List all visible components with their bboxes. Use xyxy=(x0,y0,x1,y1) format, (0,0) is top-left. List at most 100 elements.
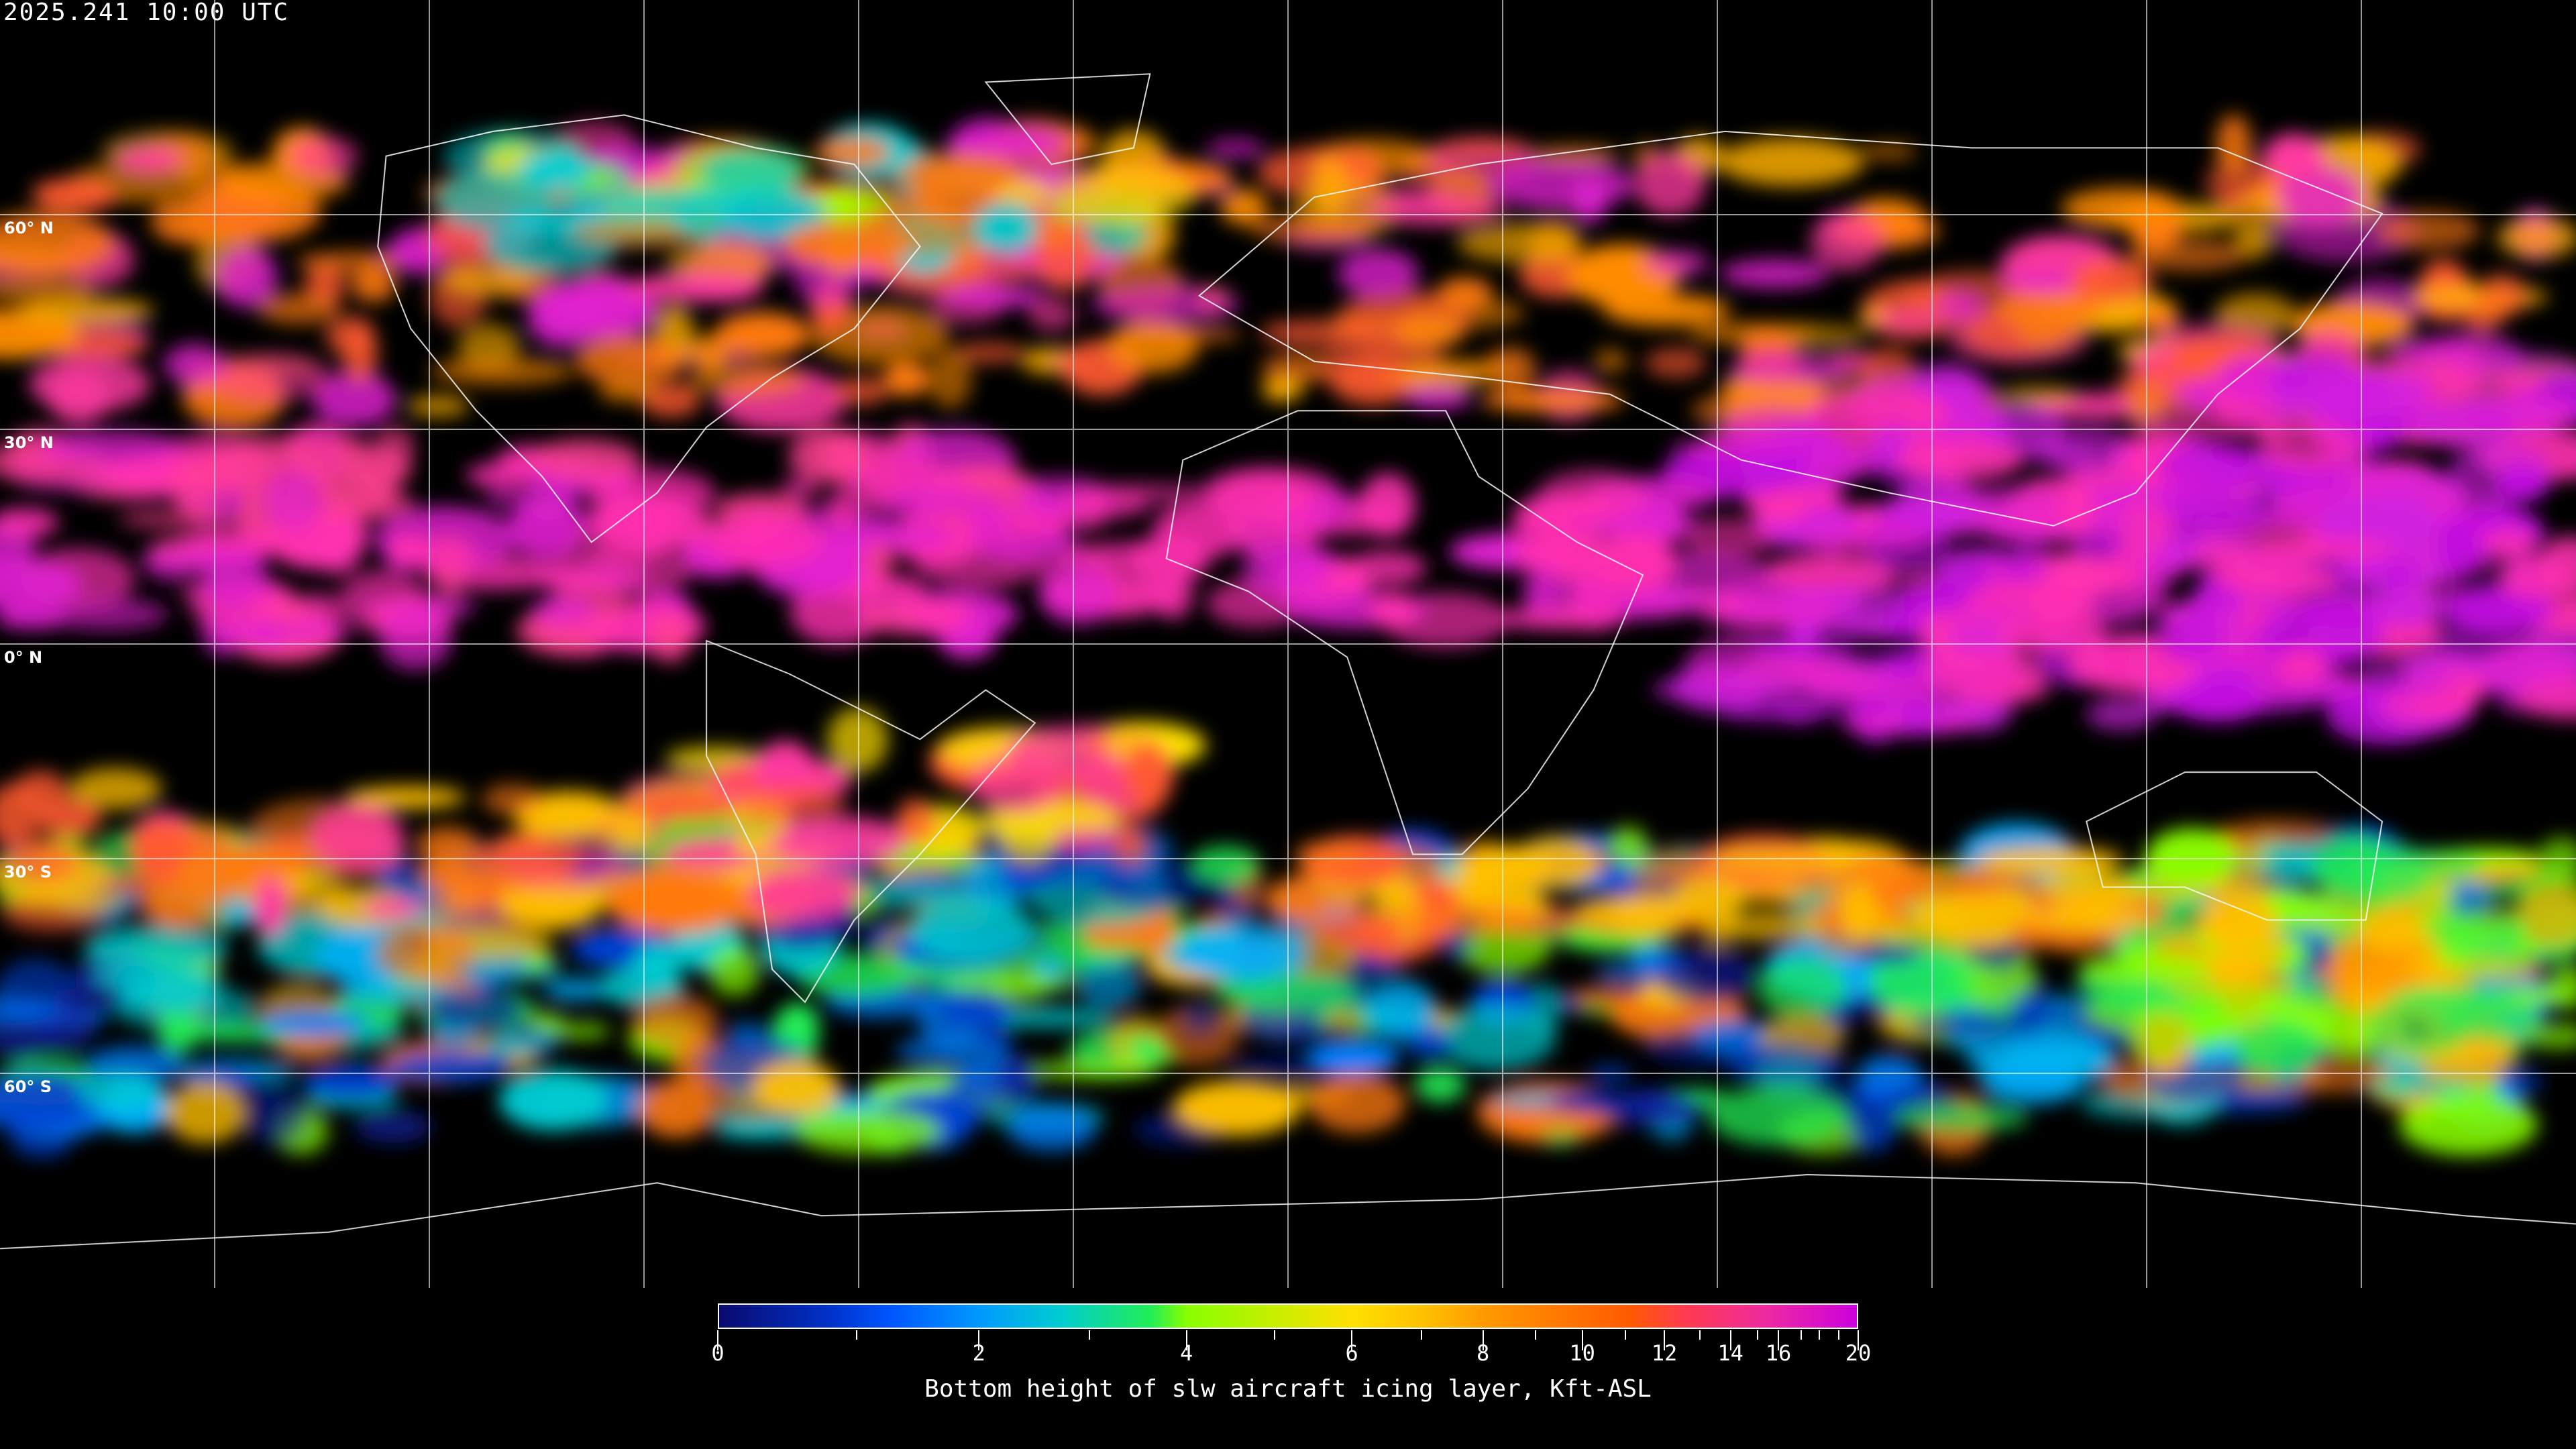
cloud-blob xyxy=(1868,949,1975,1014)
cloud-blob xyxy=(470,837,583,877)
cloud-blob xyxy=(1173,1080,1301,1136)
cloud-blob xyxy=(1308,1073,1405,1133)
cloud-blob xyxy=(0,508,59,537)
cloud-blob xyxy=(1872,310,1943,331)
coastline xyxy=(377,114,921,543)
cloud-blob xyxy=(2155,602,2224,664)
cloud-blob xyxy=(1368,191,1506,227)
cloud-blob xyxy=(1709,846,1854,875)
coastline xyxy=(706,639,1036,1004)
cloud-blob xyxy=(1890,1103,2030,1132)
cloud-blob xyxy=(289,136,358,176)
cloud-blob xyxy=(312,372,396,427)
colorbar-minor-tick xyxy=(1699,1330,1701,1340)
colorbar-tick-label: 14 xyxy=(1717,1340,1743,1366)
cloud-blob xyxy=(2042,868,2134,912)
cloud-blob xyxy=(2265,382,2300,420)
cloud-blob xyxy=(1749,638,1854,659)
cloud-blob xyxy=(0,559,83,610)
cloud-blob xyxy=(633,943,682,987)
cloud-blob xyxy=(972,203,1038,253)
cloud-blob xyxy=(1597,1090,1703,1127)
cloud-blob xyxy=(2179,985,2295,1026)
cloud-blob xyxy=(1918,604,2037,627)
cloud-blob xyxy=(2277,165,2364,229)
coastline xyxy=(984,73,1151,165)
colorbar-minor-tick xyxy=(1838,1330,1840,1340)
colorbar-major-tick xyxy=(1664,1330,1665,1350)
cloud-blob xyxy=(1900,698,1936,736)
colorbar-tick-label: 12 xyxy=(1651,1340,1678,1366)
cloud-blob xyxy=(1536,470,1648,524)
cloud-blob xyxy=(1571,177,1607,224)
colorbar-tick-label: 0 xyxy=(711,1340,724,1366)
cloud-blob xyxy=(2061,188,2182,229)
cloud-blob xyxy=(360,897,423,920)
cloud-blob xyxy=(1338,249,1419,298)
colorbar-major-tick xyxy=(1482,1330,1484,1350)
cloud-blob xyxy=(2125,1004,2190,1064)
cloud-blob xyxy=(1756,957,1848,1019)
cloud-blob xyxy=(440,264,540,297)
cloud-blob xyxy=(964,508,1018,533)
cloud-blob xyxy=(1708,1085,1847,1146)
cloud-blob xyxy=(1262,376,1303,402)
cloud-blob xyxy=(2365,996,2472,1057)
cloud-blob xyxy=(692,334,729,374)
cloud-blob xyxy=(1603,294,1731,327)
cloud-blob xyxy=(1775,586,1915,609)
cloud-blob xyxy=(2398,1093,2538,1156)
cloud-blob xyxy=(2520,1022,2576,1050)
cloud-blob xyxy=(2473,285,2512,320)
colorbar-minor-tick xyxy=(1534,1330,1536,1340)
cloud-blob xyxy=(1334,356,1409,396)
cloud-blob xyxy=(1242,538,1328,601)
timestamp-title: 2025.241 10:00 UTC xyxy=(3,0,290,26)
cloud-blob xyxy=(2263,133,2326,178)
cloud-blob xyxy=(1127,1035,1167,1063)
cloud-blob xyxy=(1898,866,2023,900)
cloud-blob xyxy=(133,823,195,880)
cloud-blob xyxy=(416,826,479,863)
cloud-blob xyxy=(425,990,525,1029)
cloud-blob xyxy=(258,1008,367,1037)
colorbar-minor-tick xyxy=(1757,1330,1759,1340)
cloud-blob xyxy=(970,754,1065,813)
cloud-blob xyxy=(700,148,802,193)
cloud-blob xyxy=(2139,306,2180,331)
cloud-blob xyxy=(388,1050,511,1083)
cloud-blob xyxy=(1862,513,1951,574)
cloud-blob xyxy=(435,169,553,232)
cloud-blob xyxy=(764,816,910,865)
cloud-blob xyxy=(2314,1006,2381,1059)
cloud-blob xyxy=(29,356,151,413)
cloud-blob xyxy=(1359,473,1416,538)
cloud-blob xyxy=(1161,936,1293,976)
cloud-blob xyxy=(2329,932,2433,996)
cloud-blob xyxy=(827,707,888,773)
cloud-blob xyxy=(1721,881,1844,903)
cloud-blob xyxy=(1053,164,1195,225)
cloud-blob xyxy=(782,475,820,501)
cloud-blob xyxy=(37,797,101,838)
cloud-blob xyxy=(2277,674,2367,696)
cloud-blob xyxy=(941,287,1046,307)
cloud-blob xyxy=(2216,114,2252,176)
cloud-blob xyxy=(1190,845,1260,885)
cloud-blob xyxy=(414,537,480,574)
cloud-blob xyxy=(376,922,475,983)
cloud-blob xyxy=(1847,1087,1898,1152)
cloud-blob xyxy=(482,784,543,816)
cloud-blob xyxy=(896,1034,1012,1068)
cloud-blob xyxy=(76,1071,162,1112)
cloud-blob xyxy=(1180,1000,1222,1036)
cloud-blob xyxy=(952,343,1026,363)
cloud-blob xyxy=(1760,553,1899,595)
cloud-blob xyxy=(119,978,223,1013)
cloud-blob xyxy=(1492,1108,1596,1140)
lat-label-0n: 0° N xyxy=(4,648,43,667)
cloud-blob xyxy=(2010,918,2045,953)
cloud-blob xyxy=(2172,684,2265,722)
cloud-blob xyxy=(2387,339,2481,366)
cloud-blob xyxy=(2127,239,2249,272)
